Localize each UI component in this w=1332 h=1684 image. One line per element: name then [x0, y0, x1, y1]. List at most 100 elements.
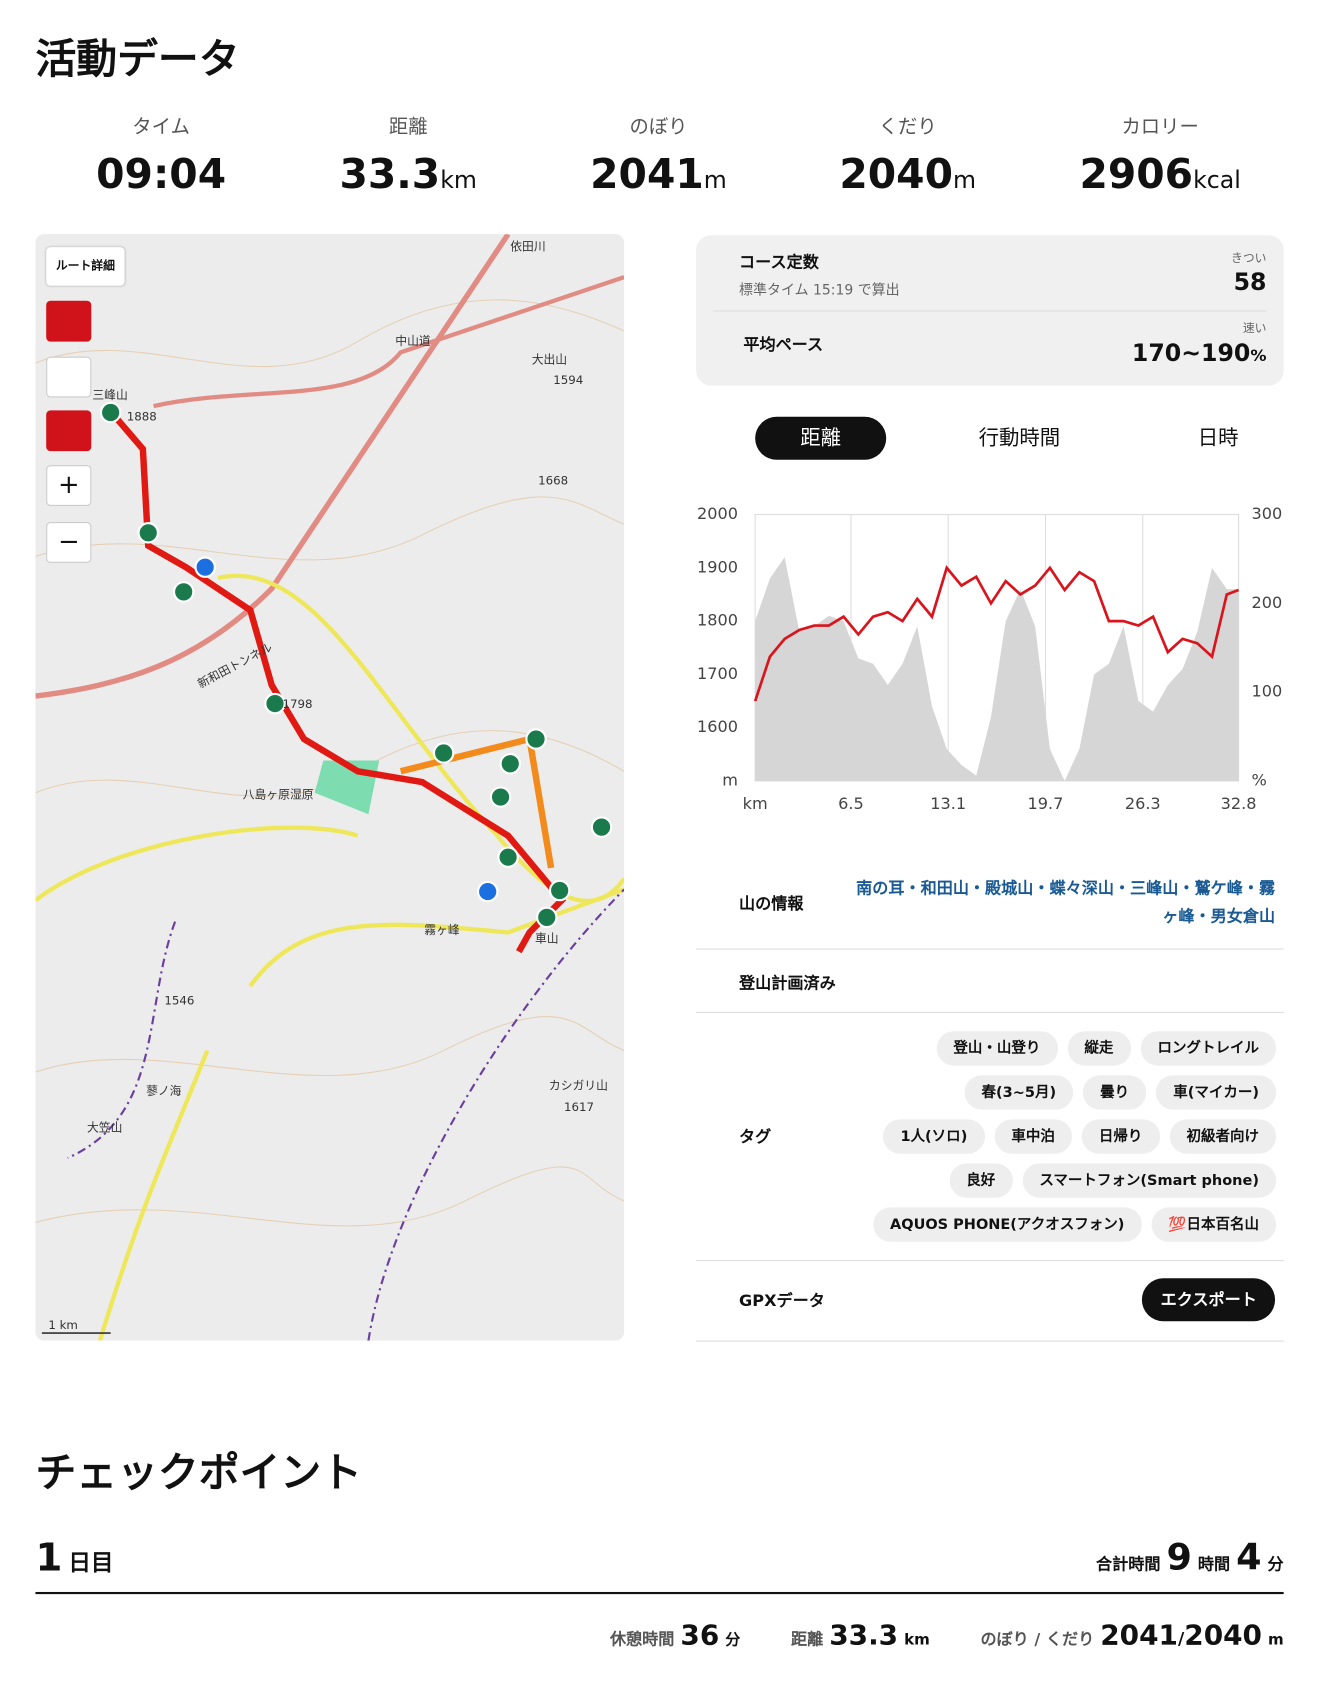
total-label: 合計時間: [1096, 1554, 1161, 1574]
stat-value: 2041: [590, 150, 704, 198]
course-title: コース定数: [739, 252, 819, 272]
minutes-unit: 分: [1267, 1554, 1284, 1574]
y-tick-label: 2000: [697, 504, 738, 523]
stat-unit: m: [952, 167, 977, 195]
map-canvas: 三峰山 1888 依田川 中山道 大出山 1594 1668 新和田トンネル 1…: [35, 234, 625, 1341]
stat-value-wrap: 2906kcal: [1042, 150, 1278, 197]
tag[interactable]: 💯日本百名山: [1151, 1207, 1277, 1242]
tag[interactable]: 初級者向け: [1169, 1119, 1277, 1154]
camera-button[interactable]: [46, 356, 92, 398]
stat-unit: km: [440, 167, 477, 195]
rest-button[interactable]: [46, 410, 92, 452]
distance-value: 33.3: [829, 1619, 899, 1653]
down-value: 2040: [1184, 1619, 1263, 1653]
stat-label: くだり: [878, 116, 937, 139]
stat-value: 2906: [1079, 150, 1194, 198]
stat: 距離 33.3km: [290, 112, 526, 198]
map-label: 中山道: [395, 334, 431, 348]
y2-unit: %: [1251, 770, 1266, 789]
route-detail-button[interactable]: ルート詳細: [46, 247, 125, 286]
map-label: 依田川: [510, 240, 545, 254]
stat-label: カロリー: [1121, 116, 1199, 139]
tag[interactable]: 日帰り: [1081, 1119, 1160, 1154]
stat: のぼり 2041m: [540, 112, 776, 198]
x-unit: km: [743, 794, 768, 813]
tag[interactable]: 1人(ソロ): [883, 1119, 985, 1154]
zoom-out[interactable]: −: [46, 522, 92, 563]
tag[interactable]: 良好: [949, 1163, 1013, 1198]
updown-label: のぼり / くだり: [980, 1629, 1095, 1649]
total-minutes: 4: [1236, 1536, 1262, 1580]
rest-unit: 分: [725, 1631, 741, 1649]
tab[interactable]: 行動時間: [978, 426, 1061, 451]
map-label: 1546: [164, 994, 194, 1008]
map-label: 1888: [127, 409, 157, 423]
course-value: 58: [1233, 269, 1267, 297]
rest-label: 休憩時間: [609, 1629, 675, 1649]
stat-unit: m: [703, 167, 727, 195]
up-value: 2041: [1100, 1619, 1178, 1653]
y-tick-label: 1900: [697, 557, 738, 576]
y2-tick-label: 300: [1251, 504, 1282, 523]
map-label: 蓼ノ海: [146, 1084, 182, 1098]
tag[interactable]: 縦走: [1067, 1031, 1131, 1066]
day-number: 1: [35, 1536, 63, 1581]
map-label: 八島ヶ原湿原: [243, 787, 314, 801]
map[interactable]: 三峰山 1888 依田川 中山道 大出山 1594 1668 新和田トンネル 1…: [35, 234, 625, 1341]
x-tick-label: 6.5: [838, 794, 864, 813]
distance-label: 距離: [790, 1629, 824, 1649]
separator: /: [1177, 1628, 1185, 1649]
pace-line: [753, 565, 1240, 702]
summary-card: コース定数 標準タイム 15:19 で算出 きつい 58 平均ペース 速い 17…: [696, 235, 1284, 386]
tag[interactable]: スマートフォン(Smart phone): [1022, 1163, 1277, 1198]
tab[interactable]: 距離: [755, 416, 887, 460]
map-label: 霧ヶ峰: [424, 923, 460, 937]
stat: くだり 2040m: [790, 112, 1026, 198]
map-scale: 1 km: [48, 1318, 78, 1332]
tag[interactable]: 春(3~5月): [964, 1075, 1074, 1110]
tag[interactable]: AQUOS PHONE(アクオスフォン): [872, 1207, 1142, 1242]
tag[interactable]: 車(マイカー): [1156, 1075, 1277, 1110]
total-hours: 9: [1166, 1536, 1192, 1580]
stat-label: タイム: [132, 116, 190, 139]
map-label: 新和田トンネル: [195, 640, 274, 691]
plan-row: 登山計画済み: [696, 950, 1284, 1013]
speed-button[interactable]: [46, 300, 92, 342]
elevation-area: [755, 557, 1239, 781]
y-unit: m: [722, 770, 738, 789]
stat-value: 2040: [839, 150, 953, 198]
pace-title: 平均ペース: [743, 335, 824, 355]
y-tick-label: 1600: [697, 717, 738, 736]
export-button[interactable]: エクスポート: [1142, 1278, 1276, 1322]
day-label: 日目: [68, 1550, 114, 1576]
stat-value-wrap: 2041m: [540, 150, 776, 197]
pace-value: 170~190: [1131, 340, 1251, 368]
tag[interactable]: 登山・山登り: [936, 1031, 1058, 1066]
map-label: 三峰山: [92, 388, 127, 402]
checkpoint-title: チェックポイント: [35, 1449, 363, 1497]
y-tick-label: 1700: [697, 664, 738, 683]
map-label: 車山: [535, 931, 559, 945]
tag[interactable]: 車中泊: [994, 1119, 1073, 1154]
map-label: 大出山: [532, 352, 567, 366]
tag[interactable]: ロングトレイル: [1140, 1031, 1277, 1066]
y2-tick-label: 100: [1251, 682, 1282, 701]
tag[interactable]: 曇り: [1082, 1075, 1147, 1110]
stat: カロリー 2906kcal: [1042, 112, 1278, 198]
course-rating: きつい: [1231, 251, 1267, 266]
tab[interactable]: 日時: [1197, 426, 1239, 451]
mountain-list[interactable]: 南の耳・和田山・殿城山・蝶々深山・三峰山・鷲ケ峰・霧ヶ峰・男女倉山: [856, 878, 1276, 926]
plan-label: 登山計画済み: [739, 973, 836, 993]
stat-label: のぼり: [629, 116, 688, 139]
map-label: 1594: [553, 373, 583, 387]
stat-value-wrap: 33.3km: [290, 150, 526, 197]
course-note: 標準タイム 15:19 で算出: [739, 282, 900, 299]
stat-label: 距離: [388, 116, 428, 139]
tags-row: タグ: [696, 1013, 1284, 1262]
map-label: 大笠山: [87, 1120, 122, 1134]
stat: タイム 09:04: [43, 112, 279, 198]
page-title: 活動データ: [35, 35, 240, 83]
distance-unit: km: [904, 1631, 930, 1649]
zoom-in[interactable]: +: [46, 465, 92, 506]
